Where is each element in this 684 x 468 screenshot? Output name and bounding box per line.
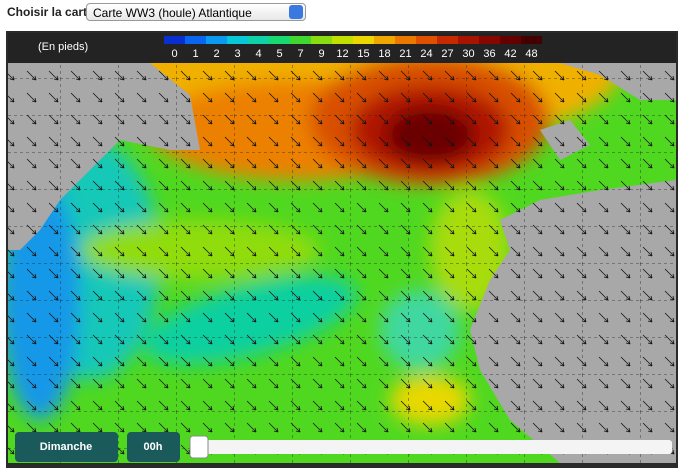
scale-label: 15 [357,48,369,60]
slider-handle[interactable] [189,435,209,459]
scale-swatch [479,36,500,44]
scale-swatch [458,36,479,44]
day-button[interactable] [15,432,118,462]
day-label: Dimanche [40,441,93,453]
wave-map [8,63,676,463]
scale-label: 5 [276,48,282,60]
map-label: Choisir la carte [7,5,94,19]
scale-label: 3 [234,48,240,60]
scale-swatch [290,36,311,44]
scale-swatch [311,36,332,44]
scale-swatch [416,36,437,44]
scale-swatch [353,36,374,44]
scale-label: 30 [462,48,474,60]
scale-label: 21 [399,48,411,60]
scale-label: 2 [213,48,219,60]
hour-label: 00h [144,441,163,453]
hour-button[interactable] [127,432,180,462]
scale-label: 12 [336,48,348,60]
scale-label: 18 [378,48,390,60]
scale-label: 4 [255,48,261,60]
scale-label: 24 [420,48,432,60]
scale-label: 42 [504,48,516,60]
scale-swatch [227,36,248,44]
scale-label: 27 [441,48,453,60]
scale-label: 48 [525,48,537,60]
scale-swatch [374,36,395,44]
unit-label: (En pieds) [38,41,88,53]
scale-swatch [437,36,458,44]
scale-swatch [395,36,416,44]
map-select[interactable]: Carte WW3 (houle) Atlantique [86,3,306,21]
scale-label: 9 [318,48,324,60]
scale-swatch [164,36,185,44]
scale-swatch [185,36,206,44]
scale-swatch [521,36,542,44]
color-scale: 0 1 2 3 4 5 7 9 12 15 18 21 24 27 30 36 42 48 [164,36,542,60]
scale-swatch [332,36,353,44]
scale-label: 36 [483,48,495,60]
time-slider[interactable] [190,440,672,454]
scale-swatch [248,36,269,44]
scale-swatch [269,36,290,44]
scale-label: 0 [171,48,177,60]
scale-label: 1 [192,48,198,60]
scale-swatch [500,36,521,44]
scale-swatch [206,36,227,44]
scale-label: 7 [297,48,303,60]
